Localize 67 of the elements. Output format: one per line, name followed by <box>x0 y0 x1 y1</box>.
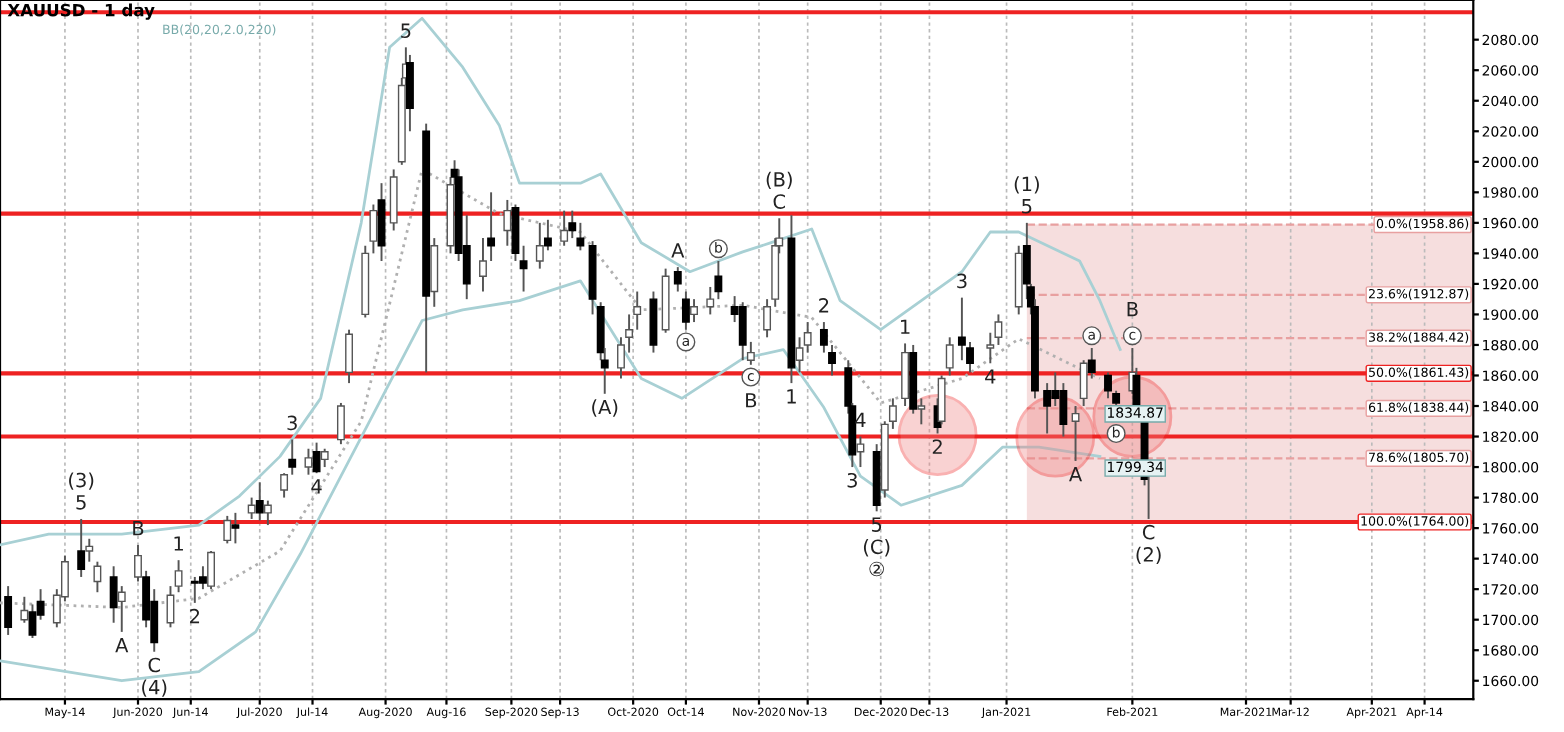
annotation: 3 <box>957 273 967 289</box>
annotation: B <box>133 521 144 536</box>
annotation: A <box>115 638 129 653</box>
annotation: 2 <box>932 439 942 454</box>
annotation: 1 <box>174 536 183 551</box>
candlestick <box>190 575 199 604</box>
candlestick <box>207 550 215 591</box>
candlestick <box>673 266 682 293</box>
annotation: 5 <box>401 23 411 38</box>
candlestick <box>304 447 313 476</box>
annotation: A <box>671 243 685 258</box>
annotation: 1 <box>901 319 910 334</box>
candlestick <box>535 221 544 270</box>
candlestick <box>77 517 86 578</box>
candlestick <box>795 336 804 374</box>
annotation: B <box>1127 302 1138 317</box>
candlestick <box>503 198 512 247</box>
annotation: 2 <box>819 298 829 313</box>
annotation: (3) <box>69 472 94 490</box>
candlestick <box>389 168 398 232</box>
annotation: (2) <box>1136 546 1161 565</box>
candlestick <box>1104 371 1112 400</box>
candlestick <box>945 336 954 377</box>
candlestick <box>560 209 569 247</box>
annotation: 5 <box>1022 199 1032 214</box>
annotation: 3 <box>847 472 857 488</box>
annotation: 5 <box>76 495 86 510</box>
candlestick <box>93 560 102 594</box>
candlestick <box>255 481 264 522</box>
candlestick <box>937 374 946 426</box>
candlestick <box>28 603 37 639</box>
annotation: (B) <box>766 171 792 190</box>
candlestick <box>109 565 118 624</box>
candlestick <box>263 499 272 527</box>
annotation: B <box>746 393 757 408</box>
candlestick <box>1071 405 1080 462</box>
annotation: 4 <box>311 479 322 494</box>
candlestick <box>223 514 232 545</box>
annotation: (C) <box>863 539 890 557</box>
candlestick <box>901 342 910 407</box>
annotation: (A) <box>592 399 618 417</box>
annotation: C <box>148 657 160 673</box>
candlestick <box>519 244 528 293</box>
annotation: 3 <box>287 415 297 431</box>
candlestick <box>117 585 126 633</box>
annotation: (1) <box>1014 176 1039 194</box>
candlestick <box>430 237 439 308</box>
annotation: (4) <box>142 679 167 697</box>
candlestick <box>738 301 747 362</box>
candlestick <box>320 447 329 469</box>
candlestick <box>649 290 658 354</box>
annotation: A <box>1069 467 1083 482</box>
candlestick <box>369 203 378 255</box>
candlestick <box>231 511 240 545</box>
candlestick <box>917 397 926 426</box>
candlestick <box>690 298 698 324</box>
annotation: 1 <box>787 389 796 404</box>
candlestick <box>174 559 183 594</box>
candlestick <box>247 496 256 520</box>
annotation: ② <box>869 561 884 577</box>
annotation: C <box>773 194 785 209</box>
candlestick <box>345 328 353 385</box>
candlestick <box>336 401 345 446</box>
candlestick <box>856 435 865 469</box>
annotation: C <box>1142 524 1155 540</box>
candlestick <box>312 441 321 475</box>
annotation: 2 <box>190 608 200 624</box>
